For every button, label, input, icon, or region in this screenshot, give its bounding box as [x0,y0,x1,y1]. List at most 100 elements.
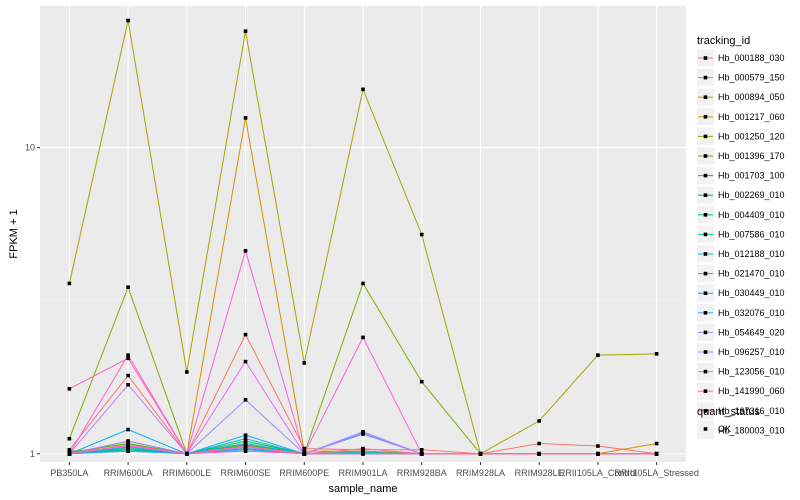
data-point-Hb_167316_010-RRIM600SE [243,449,248,453]
data-point-Hb_141990_060-RRIM600LA [126,353,130,357]
x-tick-label: RRIM600SE [221,468,271,478]
data-point-Hb_030449_010-RRIM600LA [126,427,130,432]
data-point-Hb_000894_050-RRIM600PE [302,449,307,453]
data-point-Hb_000188_030-RRIM600PE [302,446,307,451]
x-tick-label: RRII105LA_Stressed [614,468,699,478]
legend-key-point [703,311,708,315]
legend-key-point [703,115,708,119]
x-tick-label: RRIM901LA [338,468,387,478]
data-point-Hb_141990_060-RRIM901LA [361,335,365,340]
shape-legend: quant_status OK [697,406,760,438]
data-point-Hb_054649_020-RRIM600LA [126,439,130,443]
data-point-Hb_000188_030-RRII105LA_Control [596,444,600,448]
x-tick-label: RRIM600PE [279,468,329,478]
x-tick-label: RRIM600LA [104,468,153,478]
data-point-Hb_180003_010-RRII105LA_Control [596,451,600,456]
legend-label: Hb_000579_150 [718,73,785,83]
legend-label: Hb_021470_010 [718,269,785,279]
legend-label: Hb_054649_020 [718,327,785,337]
legend-label: Hb_000894_050 [718,92,785,102]
data-point-Hb_167316_010-PB350LA [67,387,72,391]
data-point-Hb_000188_030-RRIM600LA [126,373,130,378]
x-tick-label: RRIM928LA [456,468,505,478]
data-point-Hb_001250_120-RRII105LA_Stressed [654,352,659,356]
data-point-Hb_180003_010-RRIM600LE [185,451,189,456]
data-point-Hb_123056_010-RRIM600SE [243,359,248,364]
data-point-Hb_030449_010-RRIM600SE [243,433,248,437]
legend-key-point [703,330,708,335]
legend-key-point [703,271,708,276]
x-tick-label: RRIM928LE [515,468,564,478]
legend-key-point [703,369,708,374]
legend-key-point [703,56,708,60]
shape-legend-key-point [703,427,708,431]
data-point-Hb_001396_170-RRIM901LA [361,281,365,286]
data-point-Hb_167316_010-RRIM600LA [126,356,130,361]
x-axis-title: sample_name [328,483,397,495]
color-legend: tracking_id Hb_000188_030 Hb_000579_150 Hb… [697,35,785,439]
y-tick-label: 1 [30,449,35,459]
legend-key-point [703,252,708,256]
data-point-Hb_001250_120-RRIM928BA [419,232,424,237]
legend-key-point [703,389,708,393]
legend-label: Hb_001250_120 [718,131,785,141]
legend-key-point [703,95,708,99]
legend-label: Hb_030449_010 [718,288,785,298]
legend-key-point [703,409,708,413]
legend-label: Hb_001396_170 [718,151,785,161]
data-point-Hb_001250_120-PB350LA [67,281,72,286]
data-point-Hb_180003_010-RRIM600PE [302,451,307,456]
data-point-Hb_000894_050-RRII105LA_Stressed [654,441,659,446]
legend-key-point [703,350,708,354]
data-point-Hb_180003_010-PB350LA [67,451,72,456]
legend-label: Hb_096257_010 [718,347,785,357]
data-point-Hb_032076_010-RRIM600LA [126,449,130,453]
legend-key-point [703,173,708,178]
legend-key-point [703,75,708,80]
data-point-Hb_180003_010-RRIM928LE [537,451,541,456]
data-point-Hb_001250_120-RRIM600PE [302,361,307,365]
legend-label: Hb_001217_060 [718,112,785,122]
legend-title: tracking_id [697,35,750,47]
legend-key-point [703,193,708,197]
data-point-Hb_141990_060-RRIM600SE [243,249,248,253]
data-point-Hb_167316_010-RRIM901LA [361,451,365,456]
y-axis: 1 10 [25,143,40,459]
data-point-Hb_000188_030-RRIM928BA [419,448,424,452]
data-point-Hb_001396_170-RRIM928BA [419,379,424,384]
shape-legend-title: quant_status [697,406,760,418]
data-point-Hb_096257_010-RRIM901LA [361,431,365,435]
legend-label: Hb_001703_100 [718,171,785,181]
legend-label: Hb_180003_010 [718,425,785,435]
data-point-Hb_001250_120-RRIM928LE [537,419,541,423]
data-point-Hb_021470_010-RRIM600SE [243,441,248,446]
data-point-Hb_001396_170-RRIM600LA [126,285,130,289]
data-point-Hb_001250_120-RRII105LA_Control [596,353,600,357]
data-points [67,18,659,456]
data-point-Hb_096257_010-RRIM600LA [126,382,130,387]
data-point-Hb_001250_120-RRIM600LE [185,370,189,374]
data-point-Hb_180003_010-RRIM600LA [126,442,130,447]
data-point-Hb_180003_010-RRIM600SE [243,444,248,448]
legend-label: Hb_012188_010 [718,249,785,259]
legend-label: Hb_004409_010 [718,210,785,220]
data-point-Hb_001396_170-PB350LA [67,436,72,441]
legend-label: Hb_123056_010 [718,367,785,377]
data-point-Hb_001250_120-RRIM600LA [126,18,130,23]
shape-legend-label: OK [718,424,731,434]
data-point-Hb_000894_050-RRIM600SE [243,116,248,120]
legend-label: Hb_167316_010 [718,406,785,416]
legend-key-point [703,232,708,237]
x-axis: PB350LA RRIM600LA RRIM600LE RRIM600SE RRIM60… [50,462,699,478]
legend-label: Hb_007586_010 [718,229,785,239]
legend-key-point [703,291,708,295]
legend-key-point [703,154,708,158]
data-point-Hb_054649_020-RRIM600SE [243,398,248,402]
x-tick-label: PB350LA [50,468,88,478]
legend-label: Hb_032076_010 [718,308,785,318]
legend-label: Hb_002269_010 [718,190,785,200]
data-point-Hb_000188_030-RRIM600SE [243,332,248,337]
x-tick-label: RRIM928BA [397,468,447,478]
data-point-Hb_002269_010-RRIM600SE [243,439,248,443]
